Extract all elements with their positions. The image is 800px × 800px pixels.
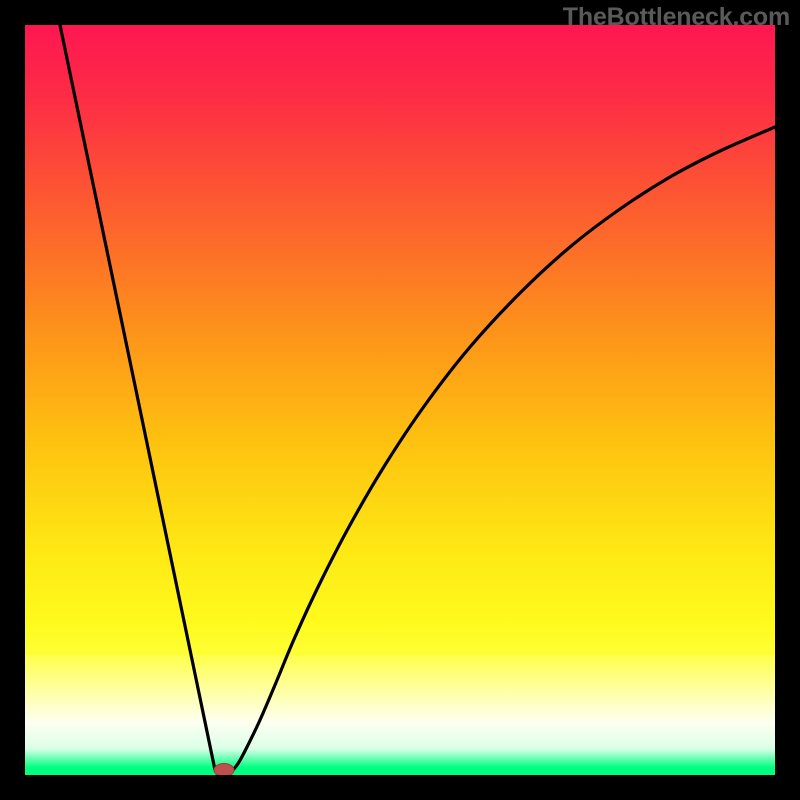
chart-plot (25, 25, 775, 775)
frame-bottom (0, 775, 800, 800)
chart-svg (25, 25, 775, 775)
frame-right (775, 0, 800, 800)
watermark-text: TheBottleneck.com (563, 3, 790, 32)
frame-left (0, 0, 25, 800)
minimum-marker (214, 764, 234, 776)
